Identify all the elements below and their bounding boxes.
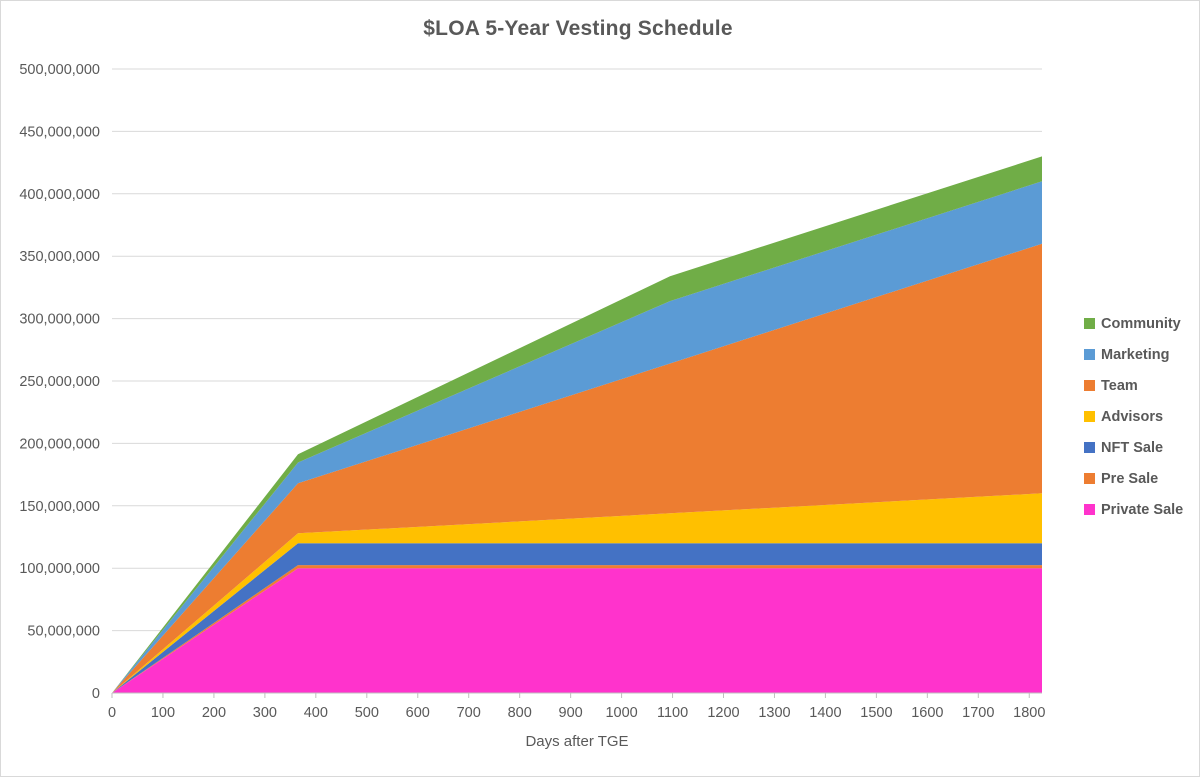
- legend-item-community: Community: [1084, 308, 1183, 339]
- legend-swatch: [1084, 349, 1095, 360]
- y-tick-label: 200,000,000: [19, 436, 100, 452]
- x-tick-label: 1800: [1013, 705, 1045, 721]
- legend-swatch: [1084, 504, 1095, 515]
- x-tick-label: 1200: [707, 705, 739, 721]
- area-team: [112, 243, 1042, 693]
- y-tick-label: 100,000,000: [19, 561, 100, 577]
- legend-swatch: [1084, 318, 1095, 329]
- x-tick-label: 200: [202, 705, 226, 721]
- area-private-sale: [112, 568, 1042, 693]
- x-tick-label: 800: [508, 705, 532, 721]
- legend-item-marketing: Marketing: [1084, 339, 1183, 370]
- x-tick-label: 300: [253, 705, 277, 721]
- x-tick-label: 1300: [758, 705, 790, 721]
- x-tick-label: 900: [559, 705, 583, 721]
- legend-label: Marketing: [1101, 346, 1170, 363]
- legend-item-pre-sale: Pre Sale: [1084, 463, 1183, 494]
- x-tick-label: 1000: [605, 705, 637, 721]
- legend-item-nft-sale: NFT Sale: [1084, 432, 1183, 463]
- legend-swatch: [1084, 411, 1095, 422]
- area-nft-sale: [112, 543, 1042, 693]
- legend-item-private-sale: Private Sale: [1084, 494, 1183, 525]
- y-tick-label: 150,000,000: [19, 499, 100, 515]
- x-tick-label: 700: [457, 705, 481, 721]
- x-tick-label: 100: [151, 705, 175, 721]
- area-marketing: [112, 181, 1042, 694]
- y-tick-label: 400,000,000: [19, 187, 100, 203]
- y-tick-label: 250,000,000: [19, 374, 100, 390]
- x-tick-label: 600: [406, 705, 430, 721]
- legend-label: Advisors: [1101, 408, 1164, 425]
- legend-item-advisors: Advisors: [1084, 401, 1183, 432]
- legend-label: Team: [1101, 377, 1138, 394]
- y-tick-label: 0: [92, 686, 100, 702]
- x-tick-label: 1600: [911, 705, 943, 721]
- legend-label: Community: [1101, 315, 1181, 332]
- legend-swatch: [1084, 442, 1095, 453]
- x-tick-label: 1700: [962, 705, 994, 721]
- x-tick-label: 500: [355, 705, 379, 721]
- legend-label: Private Sale: [1101, 501, 1184, 518]
- area-community: [112, 156, 1042, 693]
- y-tick-label: 500,000,000: [19, 62, 100, 78]
- x-tick-label: 400: [304, 705, 328, 721]
- y-tick-label: 300,000,000: [19, 312, 100, 328]
- y-tick-label: 350,000,000: [19, 249, 100, 265]
- x-tick-label: 0: [108, 705, 116, 721]
- x-tick-label: 1400: [809, 705, 841, 721]
- y-tick-label: 50,000,000: [27, 624, 100, 640]
- x-axis-title: Days after TGE: [525, 733, 629, 750]
- legend-item-team: Team: [1084, 370, 1183, 401]
- chart-legend: Community Marketing Team Advisors NFT Sale Pr…: [1084, 308, 1183, 525]
- legend-swatch: [1084, 473, 1095, 484]
- y-tick-label: 450,000,000: [19, 124, 100, 140]
- legend-label: Pre Sale: [1101, 470, 1159, 487]
- legend-swatch: [1084, 380, 1095, 391]
- legend-label: NFT Sale: [1101, 439, 1164, 456]
- chart-title: $LOA 5-Year Vesting Schedule: [423, 17, 733, 40]
- area-advisors: [112, 493, 1042, 693]
- x-tick-label: 1100: [657, 705, 688, 721]
- x-tick-label: 1500: [860, 705, 892, 721]
